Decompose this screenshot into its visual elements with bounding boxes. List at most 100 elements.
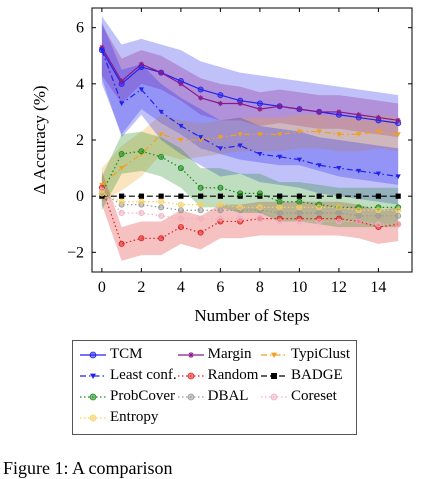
point-coreset [256, 215, 263, 222]
point-entropy [158, 198, 165, 205]
point-dbal [395, 212, 402, 219]
point-entropy [197, 201, 204, 208]
legend-item-coreset: Coreset [260, 386, 350, 407]
point-probcover [177, 165, 184, 172]
point-probcover [237, 190, 244, 197]
point-margin [158, 69, 164, 76]
band-typiclust [101, 114, 399, 202]
point-dbal [355, 212, 362, 219]
point-least-conf [158, 109, 164, 115]
point-probcover [197, 184, 204, 191]
point-coreset [395, 221, 402, 228]
x-tick-label: 4 [177, 279, 185, 296]
band-least-conf [101, 22, 399, 205]
point-coreset [217, 215, 224, 222]
point-dbal [276, 210, 283, 217]
legend-label: Least conf. [110, 367, 177, 383]
point-badge [217, 193, 223, 199]
line-typiclust [101, 130, 399, 186]
point-typiclust [257, 132, 263, 137]
band-tcm [101, 16, 399, 185]
line-tcm [101, 49, 399, 124]
point-entropy [98, 190, 105, 197]
point-entropy [395, 207, 402, 214]
legend-swatch [80, 393, 106, 400]
point-typiclust [336, 132, 342, 137]
point-least-conf [198, 135, 204, 140]
point-margin [178, 81, 184, 87]
point-least-conf [138, 87, 144, 93]
legend-label: ProbCover [110, 388, 175, 404]
point-badge [395, 193, 401, 199]
point-least-conf [178, 123, 184, 129]
point-least-conf [217, 146, 223, 152]
point-dbal [335, 210, 342, 217]
point-random [118, 240, 125, 247]
legend-label: BADGE [291, 367, 343, 383]
legend-swatch [261, 352, 288, 358]
point-entropy [118, 198, 125, 205]
legend-item-margin: Margin [177, 344, 260, 365]
point-badge [178, 193, 184, 199]
point-entropy [316, 204, 323, 211]
point-least-conf [375, 171, 382, 177]
point-least-conf [395, 174, 401, 180]
point-least-conf [277, 154, 283, 160]
x-tick-label: 2 [137, 279, 145, 296]
point-probcover [256, 190, 263, 197]
point-entropy [237, 204, 244, 211]
point-entropy [177, 201, 184, 208]
line-dbal [101, 192, 399, 217]
line-probcover [101, 150, 399, 209]
legend-item-tcm: TCM [79, 344, 177, 365]
point-typiclust [277, 132, 283, 137]
point-coreset [138, 210, 145, 217]
point-coreset [197, 215, 204, 222]
point-coreset [355, 218, 362, 225]
x-tick-label: 14 [370, 279, 386, 296]
point-entropy [256, 204, 263, 211]
point-coreset [316, 218, 323, 225]
point-least-conf [257, 151, 263, 157]
legend-item-entropy: Entropy [79, 407, 177, 428]
point-typiclust [296, 129, 303, 135]
band-random [101, 170, 399, 261]
point-margin [257, 106, 263, 112]
legend-item-probcover: ProbCover [79, 386, 177, 407]
point-margin [375, 114, 382, 121]
legend-label: Coreset [291, 388, 337, 404]
point-badge [356, 193, 362, 199]
y-tick-label: 2 [76, 132, 84, 149]
point-margin [217, 100, 223, 107]
point-coreset [296, 218, 303, 225]
line-entropy [101, 192, 399, 211]
y-tick-label: 0 [76, 188, 84, 205]
point-probcover [296, 198, 303, 205]
x-axis-label: Number of Steps [194, 306, 309, 325]
point-badge [138, 193, 144, 199]
legend-item-badge: BADGE [260, 365, 350, 386]
legend: TCM Margin TypiClust Least conf. Random BADGE… [72, 340, 357, 435]
point-entropy [296, 204, 303, 211]
point-dbal [217, 207, 224, 214]
point-probcover [118, 151, 125, 158]
legend-label: Random [207, 367, 259, 383]
point-entropy [276, 204, 283, 211]
point-tcm [197, 86, 204, 93]
legend-swatch [177, 393, 204, 400]
point-random [158, 235, 165, 242]
point-coreset [177, 215, 184, 222]
legend-label: TCM [110, 346, 143, 362]
point-coreset [158, 212, 165, 219]
point-badge [336, 193, 342, 199]
point-margin [395, 117, 401, 123]
point-coreset [276, 218, 283, 225]
legend-swatch [261, 372, 288, 379]
point-margin [119, 78, 125, 84]
line-least-conf [101, 49, 399, 178]
point-typiclust [356, 132, 362, 137]
y-tick-label: −2 [67, 244, 84, 261]
x-tick-label: 6 [216, 279, 224, 296]
point-entropy [375, 207, 382, 214]
point-least-conf [99, 48, 105, 53]
